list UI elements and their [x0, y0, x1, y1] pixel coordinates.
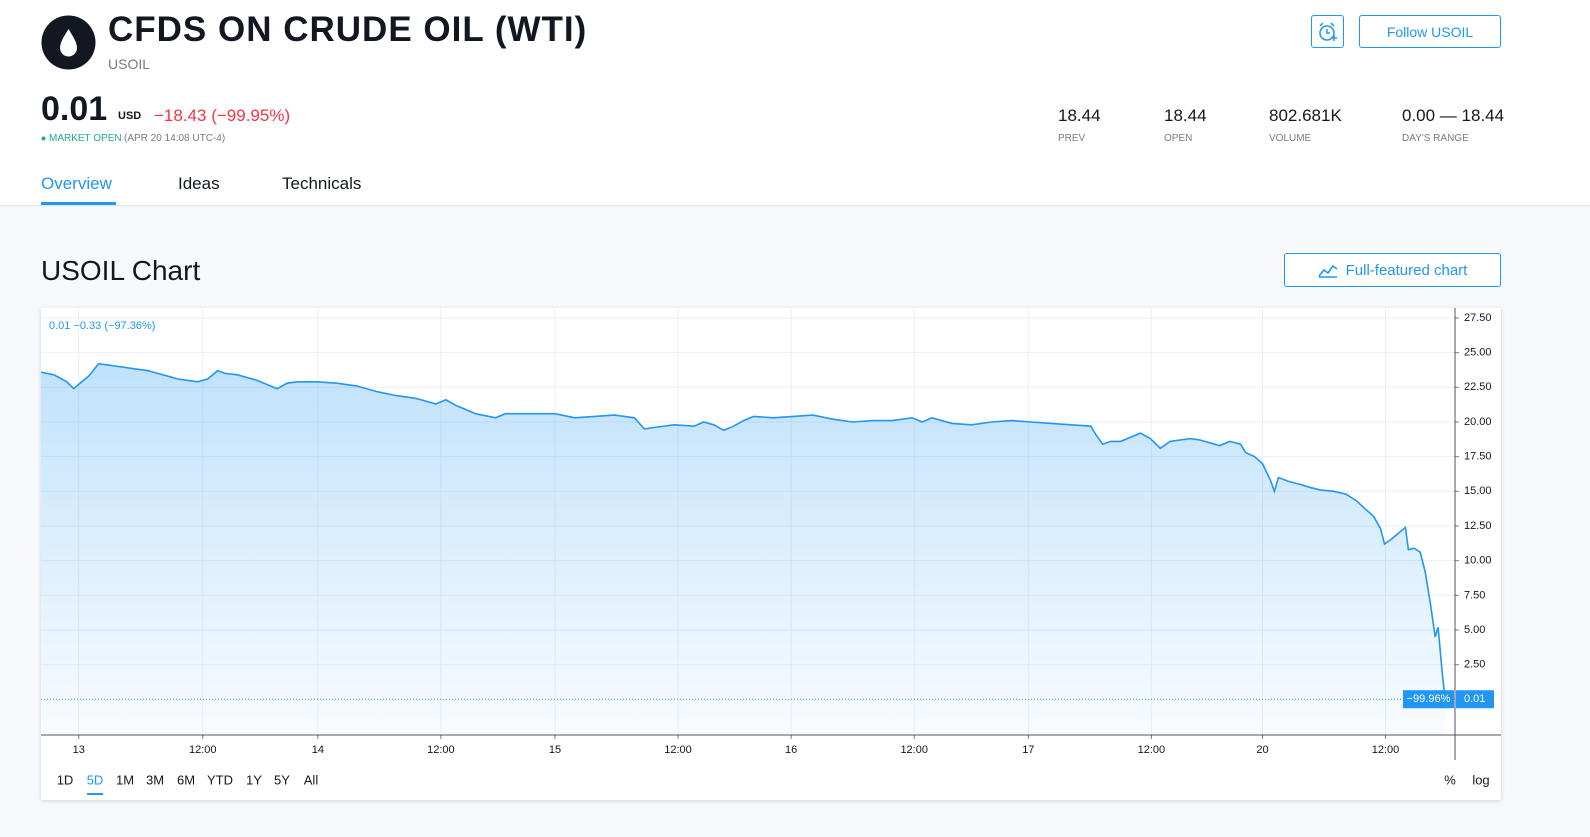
alert-button[interactable]	[1311, 15, 1344, 48]
range-button[interactable]: 5Y	[274, 772, 290, 787]
x-tick-label: 12:00	[900, 744, 928, 756]
x-tick-label: 12:00	[189, 744, 217, 756]
y-tick-label: 10.00	[1464, 555, 1492, 567]
range-button[interactable]: YTD	[207, 772, 233, 787]
line	[40, 362, 1446, 700]
stat-label: PREV	[1058, 133, 1086, 144]
currency: USD	[118, 110, 142, 122]
scale-option[interactable]: log	[1472, 772, 1489, 787]
chart-card: 2.50 5.00 7.50 10.00 12.50 15.00 17.50 20.00 22.…	[40, 308, 1501, 800]
market-status: MARKET OPEN	[49, 133, 122, 144]
price: 0.01	[41, 90, 108, 128]
section-title: USOIL Chart	[41, 255, 201, 286]
tab-underline	[41, 202, 116, 205]
x-tick-label: 12:00	[664, 744, 692, 756]
stat-label: DAY'S RANGE	[1402, 133, 1469, 144]
x-tick-label: 15	[549, 744, 561, 756]
x-tick-label: 12:00	[1138, 744, 1166, 756]
y-tick-label: 2.50	[1464, 659, 1485, 671]
tab[interactable]: Overview	[41, 174, 112, 193]
chart: 2.50 5.00 7.50 10.00 12.50 15.00 17.50 20.00 22.…	[40, 308, 1501, 795]
chart-icon	[1318, 264, 1338, 278]
stat-value: 18.44	[1164, 106, 1207, 125]
range-button[interactable]: 1Y	[246, 772, 262, 787]
tab[interactable]: Technicals	[282, 174, 362, 193]
follow-button[interactable]: Follow USOIL	[1359, 15, 1501, 48]
range-button[interactable]: 1M	[116, 772, 134, 787]
x-tick-label: 17	[1022, 744, 1034, 756]
price-tag-label: 0.01	[1464, 693, 1485, 705]
x-tick-label: 16	[785, 744, 797, 756]
stat-value: 18.44	[1058, 106, 1101, 125]
stat-label: OPEN	[1164, 133, 1193, 144]
y-tick-label: 5.00	[1464, 624, 1485, 636]
x-tick-label: 12:00	[1372, 744, 1400, 756]
range-button[interactable]: 6M	[177, 772, 195, 787]
symbol: USOIL	[108, 56, 151, 72]
full-chart-button[interactable]: Full-featured chart	[1284, 253, 1501, 287]
y-tick-label: 22.50	[1464, 381, 1492, 393]
x-tick-label: 13	[73, 744, 85, 756]
scale-option[interactable]: %	[1444, 772, 1456, 787]
x-tick-label: 12:00	[427, 744, 455, 756]
stat-value: 0.00 — 18.44	[1402, 106, 1505, 125]
alarm-icon	[1318, 21, 1337, 41]
market-time: (APR 20 14:08 UTC-4)	[124, 133, 226, 144]
legend: 0.01 −0.33 (−97.36%)	[49, 320, 155, 332]
status-dot	[41, 136, 46, 141]
button-label: Full-featured chart	[1345, 261, 1468, 279]
change: −18.43 (−99.95%)	[154, 106, 291, 125]
x-tick-label: 20	[1256, 744, 1268, 756]
price-tag	[1456, 690, 1494, 709]
percent-tag	[1403, 690, 1454, 709]
y-tick-label: 12.50	[1464, 520, 1492, 532]
y-tick-label: 20.00	[1464, 416, 1492, 428]
range-button[interactable]: All	[304, 772, 319, 787]
range-button[interactable]: 1D	[57, 772, 74, 787]
area	[41, 363, 1446, 735]
header: CFDS ON CRUDE OIL (WTI) USOIL 0.01 USD −…	[0, 0, 1590, 206]
tab[interactable]: Ideas	[178, 174, 220, 193]
y-tick-label: 15.00	[1464, 485, 1492, 497]
x-tick-label: 14	[312, 744, 324, 756]
y-tick-label: 17.50	[1464, 451, 1492, 463]
y-tick-label: 7.50	[1464, 589, 1485, 601]
stat-value: 802.681K	[1269, 106, 1342, 125]
range-button[interactable]: 3M	[146, 772, 164, 787]
title: CFDS ON CRUDE OIL (WTI)	[108, 10, 588, 49]
range-button[interactable]: 5D	[87, 772, 104, 787]
y-tick-label: 25.00	[1464, 347, 1492, 359]
logo	[41, 15, 96, 70]
stat-label: VOLUME	[1269, 133, 1312, 144]
percent-tag-label: −99.96%	[1407, 693, 1451, 705]
y-tick-label: 27.50	[1464, 312, 1492, 324]
